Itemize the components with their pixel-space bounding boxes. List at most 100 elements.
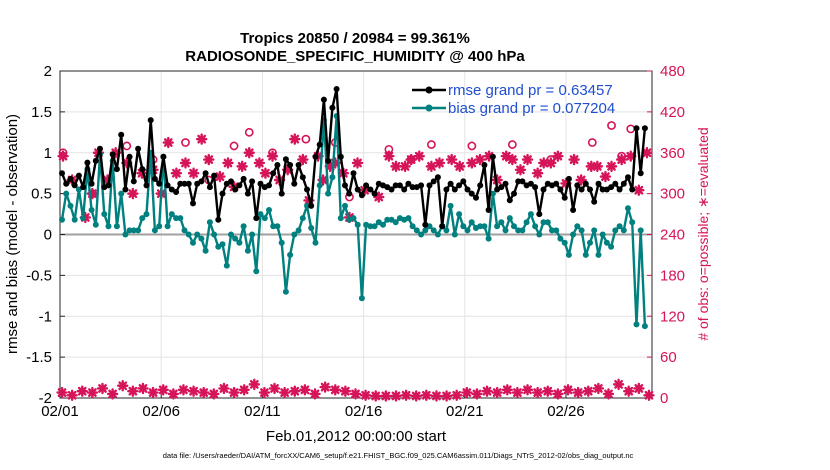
rmse-point [346, 190, 353, 197]
y-right-tick-label: 180 [660, 267, 685, 284]
x-tick-label: 02/21 [446, 403, 484, 420]
obs-evaluated-marker [170, 167, 183, 179]
obs-evaluated-marker [390, 160, 402, 173]
obs-evaluated-bottom-marker-stroke [432, 391, 441, 401]
obs-evaluated-marker [297, 153, 309, 166]
obs-evaluated-bottom-marker-stroke [138, 384, 148, 393]
bias-point [274, 223, 281, 230]
bias-point [434, 231, 441, 238]
bias-point [190, 239, 196, 246]
obs-evaluated-bottom-marker [359, 389, 372, 401]
rmse-point [219, 190, 226, 197]
bias-point [295, 227, 302, 234]
y-right-tick-label: 420 [660, 104, 685, 121]
y-right-tick-label: 300 [660, 186, 685, 203]
obs-evaluated-bottom-marker [572, 386, 584, 399]
obs-evaluated-marker-stroke [197, 134, 207, 144]
rmse-point [519, 178, 526, 185]
rmse-point [244, 190, 251, 197]
x-tick-label: 02/16 [345, 403, 383, 420]
bias-point [557, 235, 564, 242]
obs-evaluated-marker [405, 153, 417, 166]
obs-evaluated-marker-stroke [484, 151, 494, 161]
rmse-point [164, 182, 171, 189]
obs-evaluated-bottom-marker [582, 385, 594, 397]
bias-point [489, 190, 496, 197]
rmse-point [274, 162, 281, 168]
rmse-point [308, 202, 315, 209]
obs-evaluated-bottom-marker-stroke [513, 388, 522, 397]
rmse-point [257, 180, 264, 187]
rmse-point [287, 162, 294, 168]
bias-point [67, 202, 74, 209]
obs-evaluated-bottom-marker-stroke [270, 384, 279, 393]
obs-evaluated-bottom-marker [481, 385, 493, 397]
bias-point [460, 223, 467, 230]
obs-evaluated-marker-stroke [163, 138, 173, 147]
obs-possible-marker [301, 134, 311, 144]
rmse-point [80, 184, 87, 191]
rmse-point [388, 186, 395, 193]
rmse-point [612, 180, 619, 187]
obs-evaluated-bottom-marker [197, 386, 210, 399]
obs-evaluated-marker-stroke [501, 151, 511, 161]
legend-bias-marker [425, 104, 433, 112]
obs-possible-marker [587, 138, 597, 147]
bias-point [92, 221, 99, 228]
y-left-tick-label: -1.5 [26, 349, 52, 366]
rmse-point [637, 170, 644, 177]
rmse-point [177, 180, 184, 187]
rmse-point [371, 190, 378, 197]
rmse-point [249, 178, 256, 185]
obs-evaluated-bottom-marker-stroke [118, 381, 128, 391]
obs-evaluated-marker [399, 160, 411, 173]
obs-evaluated-bottom-marker-stroke [98, 384, 107, 393]
y-left-tick-label: -0.5 [26, 267, 52, 284]
y-left-tick-label: -2 [39, 390, 52, 407]
obs-evaluated-bottom-marker-stroke [442, 391, 451, 401]
bias-point [409, 223, 416, 230]
bias-point [164, 223, 171, 230]
bias-point [71, 216, 78, 223]
obs-evaluated-bottom-marker [542, 385, 554, 397]
bias-point [582, 251, 589, 258]
bias-point [595, 251, 602, 258]
bias-point [498, 219, 505, 226]
rmse-point [113, 166, 120, 173]
obs-evaluated-bottom-marker-stroke [219, 384, 229, 393]
bias-point [608, 243, 615, 250]
y-ticks-left: -2 -1.5 -1 -0.5 0 0.5 1 1.5 2 [26, 63, 65, 407]
obs-evaluated-bottom-marker-stroke [411, 391, 421, 401]
bias-point [405, 215, 412, 222]
obs-evaluated-marker [605, 160, 618, 173]
bias-point [565, 251, 572, 258]
obs-evaluated-bottom-marker-stroke [77, 386, 87, 396]
bias-point [485, 235, 492, 242]
obs-evaluated-marker [514, 164, 527, 176]
obs-evaluated-marker [266, 150, 279, 162]
obs-evaluated-bottom-marker [86, 386, 99, 399]
bias-point [105, 223, 112, 230]
x-tick-label: 02/01 [41, 403, 79, 420]
bias-point [515, 227, 522, 234]
obs-evaluated-bottom-marker [339, 385, 352, 397]
rmse-point [215, 216, 222, 223]
rmse-point [211, 172, 218, 179]
x-ticks: 02/01 02/06 02/11 02/16 02/21 02/26 [41, 393, 585, 420]
y-left-tick-label: 2 [44, 63, 52, 80]
obs-evaluated-marker-stroke [244, 148, 254, 158]
obs-possible-marker [507, 140, 517, 149]
obs-evaluated-marker [521, 153, 534, 166]
obs-evaluated-marker [351, 157, 364, 169]
obs-evaluated-bottom-marker-stroke [88, 388, 97, 397]
bias-point [308, 225, 315, 231]
obs-evaluated-marker [127, 187, 139, 200]
obs-evaluated-bottom-marker [440, 390, 453, 402]
obs-evaluated-marker-stroke [642, 148, 652, 158]
rmse-point [354, 186, 361, 193]
bias-point [430, 227, 437, 234]
obs-evaluated-marker-stroke [181, 158, 190, 168]
bias-point [232, 235, 239, 242]
bias-point [143, 211, 150, 218]
rmse-point [616, 186, 623, 193]
